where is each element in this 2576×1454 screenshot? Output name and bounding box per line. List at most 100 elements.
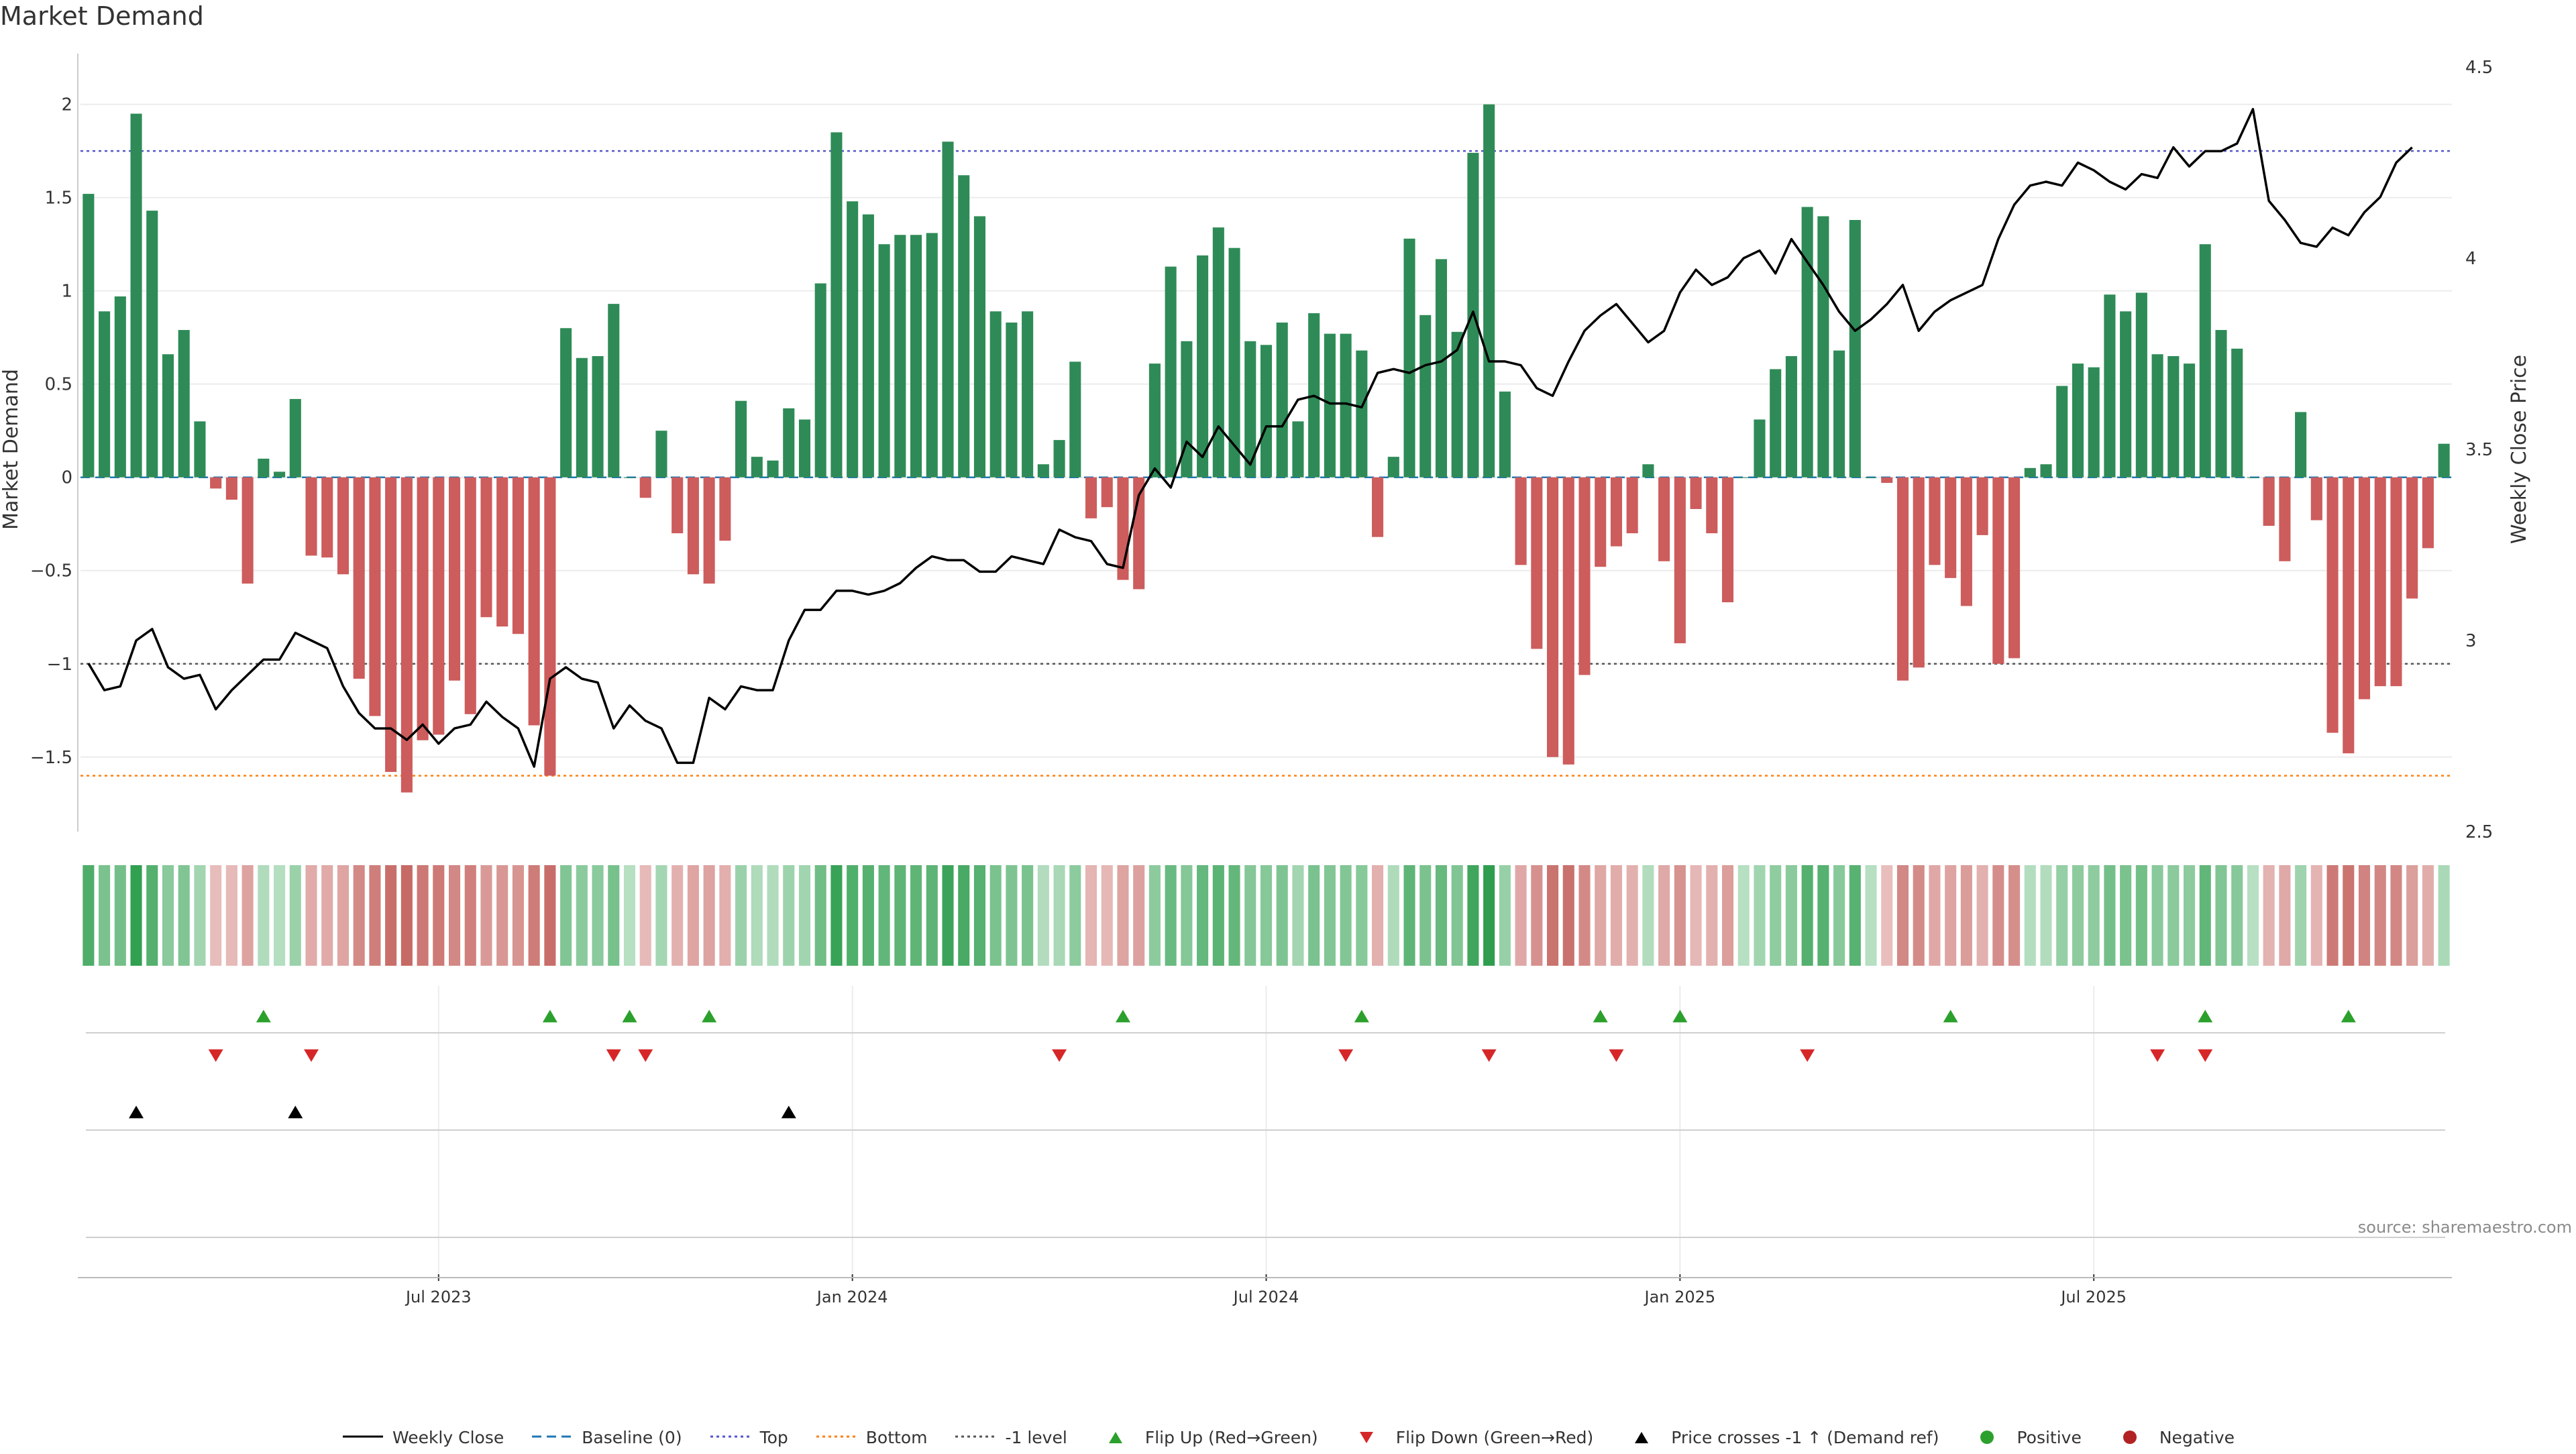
demand-bar <box>576 357 588 478</box>
heat-cell <box>2040 865 2052 966</box>
demand-bar <box>751 457 763 478</box>
demand-bar <box>1770 369 1782 478</box>
price-line-layer <box>87 107 2413 768</box>
y2-tick-label: 3 <box>2465 631 2477 651</box>
heat-cell <box>2199 865 2211 966</box>
demand-bar <box>544 477 556 776</box>
demand-bar <box>1197 255 1209 478</box>
heat-cell <box>1356 865 1368 966</box>
demand-bar <box>448 477 461 681</box>
legend-item: Bottom <box>815 1428 927 1447</box>
legend-label: Price crosses -1 ↑ (Demand ref) <box>1671 1427 1939 1447</box>
axes: 2 1.5 1 0.5 0 −0.5 −1 −1.5 4.5 4 3.5 3 2.5 Market Dem… <box>0 54 2531 1306</box>
line-dot-blue-icon <box>710 1435 751 1438</box>
demand-bar <box>130 113 142 478</box>
flip-down-marker <box>1609 1049 1624 1062</box>
heat-cell <box>655 865 667 966</box>
flip-down-marker <box>1338 1049 1354 1062</box>
flip-down-marker <box>2198 1049 2213 1062</box>
legend: Weekly Close Baseline (0) Top Bottom -1 leve… <box>0 1420 2576 1454</box>
x-tick-label: Jul 2023 <box>405 1288 472 1306</box>
demand-bar <box>1037 464 1049 478</box>
heat-cell <box>1833 865 1845 966</box>
y-tick-label: 2 <box>61 95 72 115</box>
demand-bar <box>146 211 158 478</box>
reference-lines <box>80 150 2452 777</box>
heat-cell <box>1976 865 1988 966</box>
heat-cell <box>1929 865 1941 966</box>
demand-bar <box>321 477 333 558</box>
demand-bar <box>1324 333 1336 478</box>
heat-cell <box>2088 865 2100 966</box>
flip-down-marker <box>1052 1049 1067 1062</box>
legend-label: Negative <box>2159 1427 2235 1447</box>
demand-bar <box>1562 477 1574 765</box>
demand-bar <box>1212 227 1224 478</box>
heat-cell <box>1308 865 1320 966</box>
demand-bar <box>655 431 667 478</box>
heat-cell <box>114 865 126 966</box>
demand-bar <box>496 477 508 627</box>
heat-cell <box>1578 865 1591 966</box>
heat-cell <box>2422 865 2434 966</box>
heat-cell <box>321 865 333 966</box>
heat-cell <box>783 865 795 966</box>
heat-cell <box>2120 865 2132 966</box>
heat-cell <box>2247 865 2259 966</box>
demand-bar <box>162 354 174 478</box>
demand-bar <box>1228 247 1240 478</box>
demand-bar <box>2390 477 2402 687</box>
legend-label: Top <box>759 1427 788 1447</box>
demand-bar <box>1929 477 1941 565</box>
heat-cell <box>560 865 572 966</box>
y-tick-label: −1.5 <box>30 748 72 768</box>
y2-tick-label: 3.5 <box>2465 440 2493 460</box>
x-tick-label: Jul 2025 <box>2059 1288 2127 1306</box>
demand-bar <box>225 477 237 500</box>
demand-bar <box>910 235 922 478</box>
heat-cell <box>1069 865 1081 966</box>
heat-cell <box>480 865 492 966</box>
demand-bar <box>512 477 524 634</box>
x-tick-label: Jul 2024 <box>1232 1288 1299 1306</box>
demand-bar <box>1658 477 1670 561</box>
heat-cell <box>608 865 620 966</box>
demand-bar <box>2343 477 2355 754</box>
y2-axis-label: Weekly Close Price <box>2508 355 2531 544</box>
demand-bar <box>1499 391 1511 478</box>
demand-bar <box>289 398 301 478</box>
demand-bar <box>830 132 843 478</box>
demand-bar <box>433 477 445 735</box>
heat-cell <box>1292 865 1304 966</box>
heat-cell <box>544 865 556 966</box>
heat-cell <box>703 865 715 966</box>
heat-cell <box>1754 865 1766 966</box>
heat-cell <box>2390 865 2402 966</box>
heat-cell <box>910 865 922 966</box>
demand-bar <box>464 477 476 714</box>
demand-bar <box>1817 216 1829 478</box>
demand-bar <box>194 421 206 478</box>
heat-cell <box>1451 865 1463 966</box>
heat-cell <box>2104 865 2116 966</box>
heat-cell <box>1053 865 1065 966</box>
heat-cell <box>2167 865 2180 966</box>
legend-label: Positive <box>2017 1427 2082 1447</box>
heat-cell <box>2135 865 2147 966</box>
line-dot-gray-icon <box>955 1435 996 1438</box>
flip-up-marker <box>256 1009 271 1023</box>
heat-cell <box>1881 865 1893 966</box>
demand-bar <box>2088 367 2100 478</box>
heat-cell <box>1992 865 2004 966</box>
heat-cell <box>1674 865 1686 966</box>
demand-bar <box>2072 364 2084 478</box>
demand-bar <box>2295 412 2307 478</box>
heat-cell <box>417 865 429 966</box>
demand-bar <box>1531 477 1543 649</box>
heat-cell <box>2151 865 2163 966</box>
heat-cell <box>1435 865 1448 966</box>
demand-bar <box>1244 341 1256 478</box>
y-tick-label: −1 <box>47 655 72 675</box>
heat-cell <box>2295 865 2307 966</box>
x-tick-label: Jan 2025 <box>1643 1288 1715 1306</box>
